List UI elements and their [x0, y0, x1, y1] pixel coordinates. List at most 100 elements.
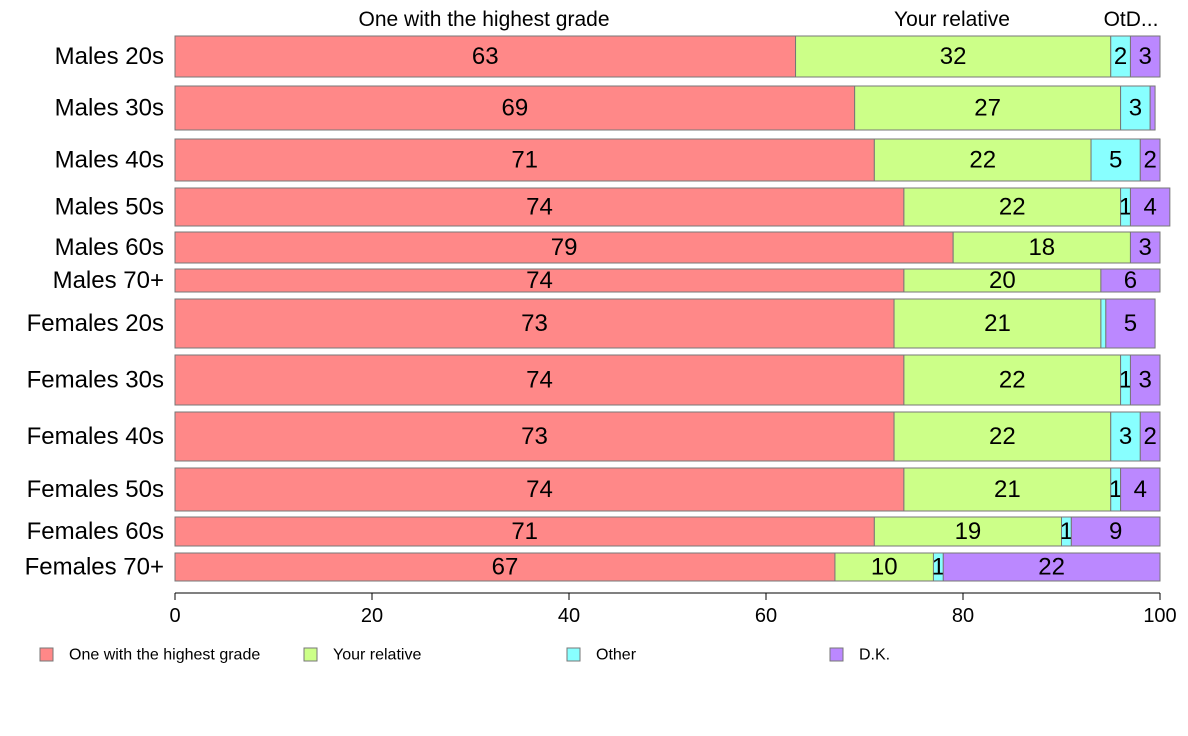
data-label-one-with-the-highest-grade-males-40s: 71: [511, 147, 538, 174]
bar-d-k-females-30s: [1129, 354, 1161, 406]
x-tick-label-100: 100: [1143, 605, 1176, 627]
category-label-males-60s: Males 60s: [55, 234, 164, 261]
data-label-d-k-males-60s: 3: [1139, 234, 1152, 261]
category-label-females-20s: Females 20s: [27, 310, 164, 337]
top-label-other-dk: OtD...: [1104, 8, 1159, 31]
bar-other-females-40s: [1110, 411, 1141, 462]
data-label-one-with-the-highest-grade-females-40s: 73: [521, 423, 548, 450]
data-label-your-relative-females-70: 10: [871, 554, 898, 581]
bar-your-relative-females-20s: [893, 298, 1102, 349]
data-label-d-k-females-70: 22: [1038, 554, 1065, 581]
bar-d-k-males-40s: [1139, 138, 1161, 182]
data-label-one-with-the-highest-grade-males-70: 74: [526, 267, 553, 294]
data-label-one-with-the-highest-grade-females-70: 67: [492, 554, 519, 581]
category-label-males-20s: Males 20s: [55, 43, 164, 70]
bar-d-k-males-60s: [1129, 231, 1161, 264]
data-label-your-relative-males-50s: 22: [999, 194, 1026, 221]
data-label-your-relative-females-60s: 19: [955, 518, 982, 545]
data-label-your-relative-males-70: 20: [989, 267, 1016, 294]
data-label-your-relative-males-30s: 27: [974, 95, 1001, 122]
bar-one-with-the-highest-grade-females-30s: [174, 354, 905, 406]
category-label-females-60s: Females 60s: [27, 518, 164, 545]
bar-other-males-30s: [1120, 85, 1151, 131]
data-label-your-relative-males-40s: 22: [969, 147, 996, 174]
bar-your-relative-females-50s: [903, 467, 1112, 512]
category-label-males-40s: Males 40s: [55, 147, 164, 174]
legend: One with the highest grade Your relative O…: [39, 647, 890, 664]
bar-d-k-females-50s: [1120, 467, 1161, 512]
data-label-d-k-females-40s: 2: [1143, 423, 1156, 450]
data-label-your-relative-females-20s: 21: [984, 310, 1011, 337]
legend-swatch-other: [566, 647, 581, 662]
category-label-females-70: Females 70+: [25, 554, 164, 581]
bar-one-with-the-highest-grade-males-40s: [174, 138, 875, 182]
legend-swatch-d-k: [829, 647, 844, 662]
data-label-one-with-the-highest-grade-males-30s: 69: [501, 95, 528, 122]
data-label-d-k-males-20s: 3: [1139, 43, 1152, 70]
bar-d-k-females-40s: [1139, 411, 1161, 462]
data-label-one-with-the-highest-grade-females-30s: 74: [526, 367, 553, 394]
data-label-one-with-the-highest-grade-males-60s: 79: [551, 234, 578, 261]
data-label-other-females-60s: 1: [1060, 518, 1073, 545]
data-label-your-relative-females-40s: 22: [989, 423, 1016, 450]
x-tick-label-80: 80: [952, 605, 974, 627]
bar-one-with-the-highest-grade-females-50s: [174, 467, 905, 512]
top-label-your-relative: Your relative: [894, 8, 1010, 31]
data-label-other-males-20s: 2: [1114, 43, 1127, 70]
bar-your-relative-males-20s: [795, 35, 1112, 78]
x-tick-label-20: 20: [361, 605, 383, 627]
data-label-your-relative-females-30s: 22: [999, 367, 1026, 394]
category-label-males-30s: Males 30s: [55, 95, 164, 122]
bar-your-relative-males-40s: [873, 138, 1092, 182]
data-label-other-males-50s: 1: [1119, 194, 1132, 221]
data-label-your-relative-males-20s: 32: [940, 43, 967, 70]
bar-one-with-the-highest-grade-males-50s: [174, 187, 905, 227]
bars: 63 32 2 369 27 371 22 5 274 22 1 479 18 374 20 673 21 574…: [174, 35, 1171, 582]
bar-other-females-20s: [1100, 298, 1107, 349]
data-label-other-females-30s: 1: [1119, 367, 1132, 394]
bar-d-k-males-70: [1100, 268, 1161, 293]
data-label-d-k-males-40s: 2: [1143, 147, 1156, 174]
x-tick-label-40: 40: [558, 605, 580, 627]
bar-your-relative-males-30s: [854, 85, 1122, 131]
bar-your-relative-males-50s: [903, 187, 1122, 227]
bar-d-k-females-60s: [1070, 516, 1161, 547]
legend-label-your-relative: Your relative: [333, 647, 421, 664]
legend-swatch-your-relative: [303, 647, 318, 662]
bar-one-with-the-highest-grade-females-70: [174, 552, 836, 582]
top-label-highest-grade: One with the highest grade: [359, 8, 610, 31]
bar-d-k-females-20s: [1105, 298, 1156, 349]
data-label-d-k-females-60s: 9: [1109, 518, 1122, 545]
data-label-one-with-the-highest-grade-males-50s: 74: [526, 194, 553, 221]
bar-one-with-the-highest-grade-males-30s: [174, 85, 856, 131]
data-label-your-relative-females-50s: 21: [994, 476, 1021, 503]
bar-your-relative-females-30s: [903, 354, 1122, 406]
data-label-your-relative-males-60s: 18: [1028, 234, 1055, 261]
bar-one-with-the-highest-grade-females-20s: [174, 298, 895, 349]
data-label-d-k-males-70: 6: [1124, 267, 1137, 294]
bar-d-k-males-30s: [1149, 85, 1156, 131]
data-label-d-k-females-20s: 5: [1124, 310, 1137, 337]
bar-one-with-the-highest-grade-females-40s: [174, 411, 895, 462]
bar-other-males-40s: [1090, 138, 1141, 182]
data-label-one-with-the-highest-grade-females-50s: 74: [526, 476, 553, 503]
top-labels: One with the highest grade Your relative…: [359, 8, 1159, 31]
bar-your-relative-females-60s: [873, 516, 1062, 547]
bar-d-k-males-20s: [1129, 35, 1161, 78]
legend-label-d-k: D.K.: [859, 647, 890, 664]
bar-your-relative-females-40s: [893, 411, 1112, 462]
bar-d-k-females-70: [942, 552, 1161, 582]
data-label-d-k-females-50s: 4: [1134, 476, 1147, 503]
category-label-females-50s: Females 50s: [27, 476, 164, 503]
legend-label-other: Other: [596, 647, 637, 664]
data-label-other-males-30s: 3: [1129, 95, 1142, 122]
category-label-females-40s: Females 40s: [27, 423, 164, 450]
bar-your-relative-males-60s: [952, 231, 1131, 264]
data-label-other-females-70: 1: [932, 554, 945, 581]
data-label-one-with-the-highest-grade-males-20s: 63: [472, 43, 499, 70]
x-tick-label-60: 60: [755, 605, 777, 627]
legend-label-one-with-the-highest-grade: One with the highest grade: [69, 647, 260, 664]
bar-d-k-males-50s: [1129, 187, 1171, 227]
category-label-males-70: Males 70+: [53, 267, 164, 294]
